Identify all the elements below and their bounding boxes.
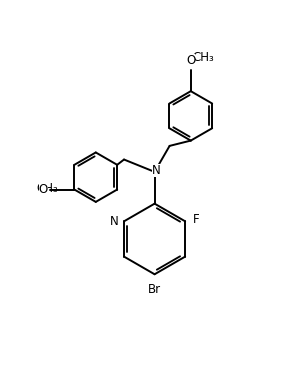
Text: CH₃: CH₃ <box>193 51 214 64</box>
Text: F: F <box>193 213 200 226</box>
Text: O: O <box>39 183 48 196</box>
Text: Br: Br <box>148 283 161 296</box>
Text: O: O <box>186 54 195 67</box>
Text: CH₃: CH₃ <box>36 182 58 195</box>
Text: N: N <box>152 164 161 177</box>
Text: N: N <box>110 215 119 228</box>
